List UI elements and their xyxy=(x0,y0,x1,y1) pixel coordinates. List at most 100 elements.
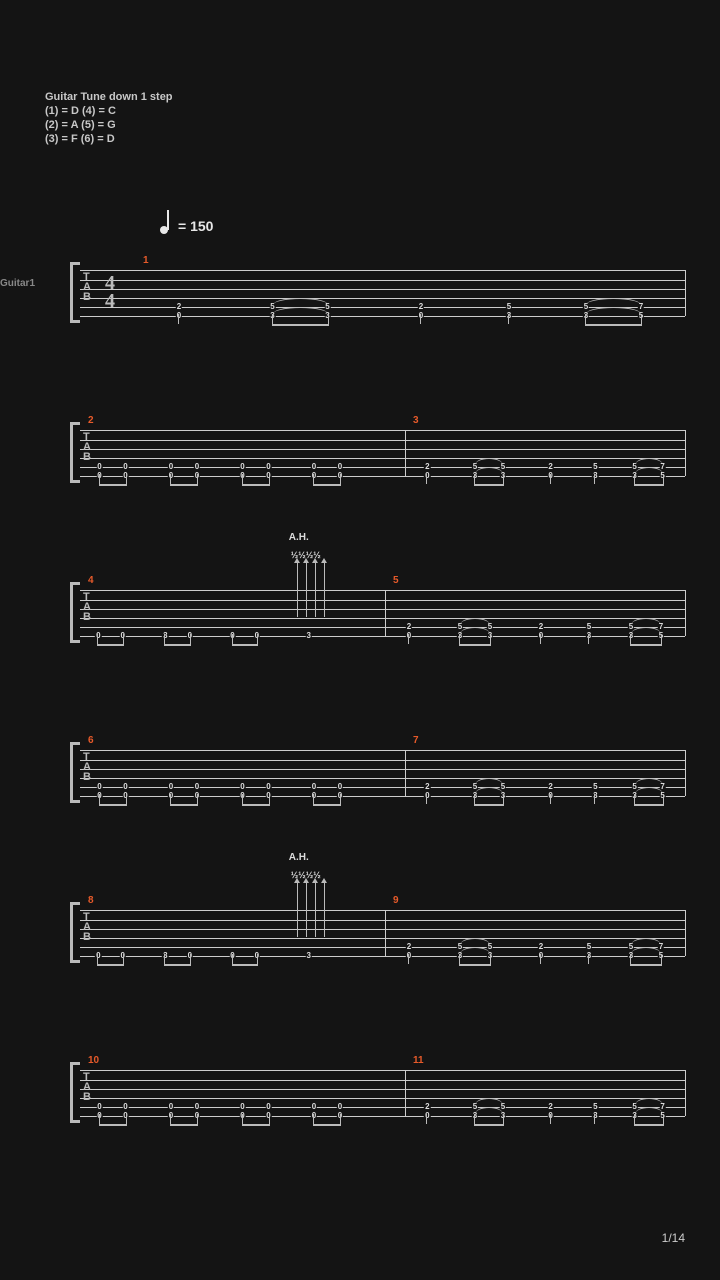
stem-stub xyxy=(661,634,662,644)
tab-fret: 0 xyxy=(337,1103,343,1111)
tab-fret: 0 xyxy=(96,792,102,800)
beam-bar xyxy=(242,1124,270,1126)
instrument-label: Guitar1 xyxy=(0,278,35,289)
bend-arrow-icon xyxy=(297,882,298,937)
tab-fret: 0 xyxy=(406,952,412,960)
stem-stub xyxy=(426,794,427,804)
stem-stub xyxy=(164,954,165,964)
beam-bar xyxy=(99,484,127,486)
tab-fret: 0 xyxy=(229,632,235,640)
stem-stub xyxy=(474,474,475,484)
stem-single xyxy=(588,642,590,652)
tab-fret: 0 xyxy=(538,632,544,640)
tab-fret: 0 xyxy=(311,472,317,480)
beam-bar xyxy=(313,484,341,486)
beam-group xyxy=(474,482,504,492)
tab-fret: 0 xyxy=(96,463,102,471)
tab-fret: 0 xyxy=(424,1112,430,1120)
stem-single xyxy=(508,322,510,332)
stem-stub xyxy=(663,474,664,484)
tab-fret: 0 xyxy=(168,472,174,480)
tab-fret: 0 xyxy=(424,472,430,480)
stem-stub xyxy=(588,634,589,644)
stem-single xyxy=(540,962,542,972)
beam-bar xyxy=(99,1124,127,1126)
stem-stub xyxy=(459,954,460,964)
beam-group xyxy=(585,322,642,332)
tab-fret: 0 xyxy=(176,312,182,320)
tie-arc xyxy=(631,938,661,945)
tab-fret: 2 xyxy=(547,1103,553,1111)
beam-bar xyxy=(313,1124,341,1126)
beam-bar xyxy=(630,964,662,966)
tab-staff: TAB80030003A.H.½½½½920535320535375 xyxy=(45,900,685,975)
tab-fret: 3 xyxy=(586,952,592,960)
stem-stub xyxy=(474,1114,475,1124)
tab-fret: 0 xyxy=(538,952,544,960)
tab-fret: 0 xyxy=(194,463,200,471)
beam-bar xyxy=(97,644,123,646)
stem-stub xyxy=(123,634,124,644)
beam-group xyxy=(170,482,198,492)
stem-single xyxy=(594,1122,596,1132)
tab-fret: 0 xyxy=(122,1103,128,1111)
tie-arc xyxy=(273,307,328,314)
tuning-header: Guitar Tune down 1 step xyxy=(45,90,173,104)
measure-number: 3 xyxy=(413,415,419,426)
tab-fret: 2 xyxy=(176,303,182,311)
tie-arc xyxy=(460,627,490,634)
stem-stub xyxy=(242,1114,243,1124)
stem-stub xyxy=(97,634,98,644)
stem-stub xyxy=(594,794,595,804)
beam-bar xyxy=(474,804,504,806)
barline xyxy=(405,430,406,476)
stem-stub xyxy=(490,634,491,644)
tie-arc xyxy=(635,1098,663,1105)
tab-fret: 5 xyxy=(506,303,512,311)
barline xyxy=(405,750,406,796)
stem-stub xyxy=(594,1114,595,1124)
page-number: 1/14 xyxy=(662,1231,685,1245)
bend-arrow-icon xyxy=(306,882,307,937)
tab-fret: 0 xyxy=(168,783,174,791)
beam-group xyxy=(97,962,123,972)
stem-stub xyxy=(197,1114,198,1124)
tie-arc xyxy=(635,1107,663,1114)
stem-stub xyxy=(232,634,233,644)
beam-group xyxy=(634,802,664,812)
stem-stub xyxy=(459,634,460,644)
barline xyxy=(685,430,686,476)
barline xyxy=(685,590,686,636)
stem-stub xyxy=(540,634,541,644)
stem-single xyxy=(594,802,596,812)
tuning-line-3: (3) = F (6) = D xyxy=(45,132,173,146)
tab-fret: 0 xyxy=(239,792,245,800)
tab-fret: 2 xyxy=(418,303,424,311)
tab-staff: Guitar1TAB44120535320535375 xyxy=(45,260,685,335)
staff-lines xyxy=(80,590,685,637)
stem-stub xyxy=(126,1114,127,1124)
tab-fret: 5 xyxy=(586,623,592,631)
beam-group xyxy=(232,962,258,972)
beam-group xyxy=(634,482,664,492)
stem-stub xyxy=(634,794,635,804)
measure-number: 1 xyxy=(143,255,149,266)
tab-clef: TAB xyxy=(83,1072,90,1102)
stem-stub xyxy=(328,314,329,324)
stem-single xyxy=(588,962,590,972)
stem-stub xyxy=(257,954,258,964)
tie-arc xyxy=(475,778,503,785)
tab-fret: 0 xyxy=(95,952,101,960)
beam-group xyxy=(242,802,270,812)
tab-fret: 0 xyxy=(96,472,102,480)
tie-arc xyxy=(460,938,490,945)
stem-single xyxy=(408,642,410,652)
stem-stub xyxy=(164,634,165,644)
bend-arrow-icon xyxy=(324,882,325,937)
tab-fret: 0 xyxy=(311,792,317,800)
tie-arc xyxy=(635,467,663,474)
beam-bar xyxy=(242,804,270,806)
tempo-quarter-note-icon xyxy=(160,208,172,236)
tie-arc xyxy=(475,467,503,474)
tab-fret: 2 xyxy=(406,623,412,631)
